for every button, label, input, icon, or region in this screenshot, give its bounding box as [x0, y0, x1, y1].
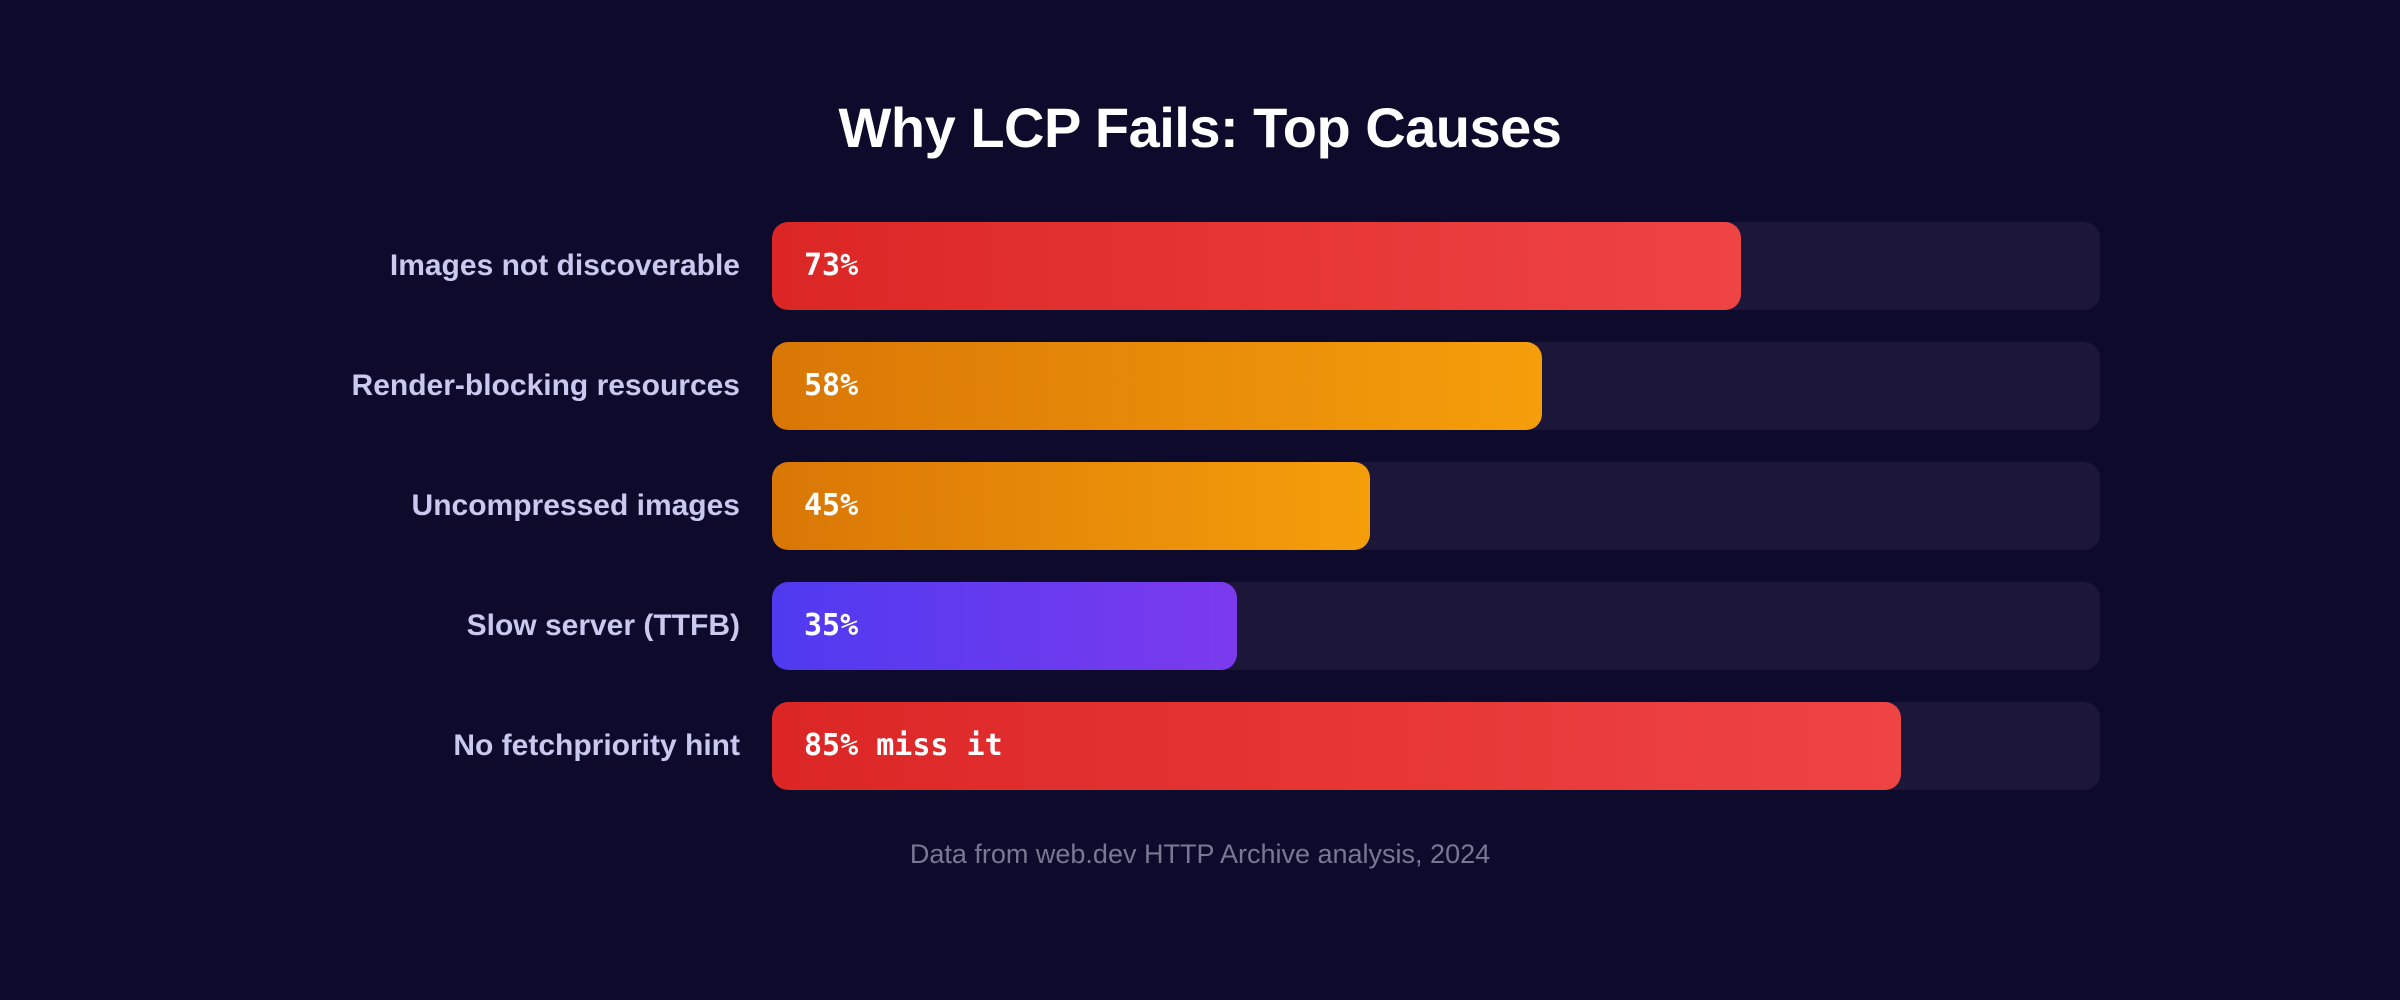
bar-value-label: 85% miss it: [804, 728, 1003, 763]
category-label: Slow server (TTFB): [466, 609, 740, 642]
bar: [772, 702, 1901, 790]
source-note: Data from web.dev HTTP Archive analysis,…: [909, 839, 1491, 869]
bar-track: 35%: [772, 582, 2100, 670]
bar-row: Slow server (TTFB) 35%: [0, 582, 2400, 670]
bar: [772, 462, 1370, 550]
bar-value-label: 73%: [804, 248, 859, 283]
bar: [772, 582, 1237, 670]
bar-track: 58%: [772, 342, 2100, 430]
bar-value-label: 35%: [804, 608, 859, 643]
bar-track: 73%: [772, 222, 2100, 310]
bar-track: 45%: [772, 462, 2100, 550]
bar: [772, 222, 1742, 310]
category-label: Render-blocking resources: [351, 369, 740, 402]
bar-row: Render-blocking resources 58%: [0, 342, 2400, 430]
bar: [772, 342, 1543, 430]
bar-row: Uncompressed images 45%: [0, 462, 2400, 550]
bar-track: 85% miss it: [772, 702, 2100, 790]
bar-value-label: 45%: [804, 488, 859, 523]
category-label: Uncompressed images: [411, 489, 740, 522]
bar-row: No fetchpriority hint 85% miss it: [0, 702, 2400, 790]
chart-title: Why LCP Fails: Top Causes: [838, 96, 1562, 159]
category-label: Images not discoverable: [389, 249, 740, 282]
bar-value-label: 58%: [804, 368, 859, 403]
bar-row: Images not discoverable 73%: [0, 222, 2400, 310]
category-label: No fetchpriority hint: [453, 729, 740, 762]
